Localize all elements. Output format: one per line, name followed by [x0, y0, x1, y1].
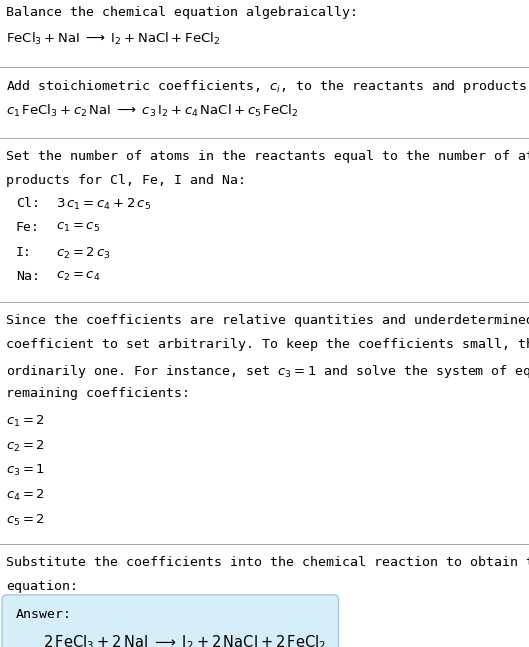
Text: $c_4 = 2$: $c_4 = 2$ [6, 488, 45, 503]
Text: $3\,c_1 = c_4 + 2\,c_5$: $3\,c_1 = c_4 + 2\,c_5$ [56, 197, 151, 212]
Text: I:: I: [16, 246, 32, 259]
Text: ordinarily one. For instance, set $c_3 = 1$ and solve the system of equations fo: ordinarily one. For instance, set $c_3 =… [6, 363, 529, 380]
Text: Cl:: Cl: [16, 197, 40, 210]
Text: Answer:: Answer: [16, 608, 72, 620]
Text: Substitute the coefficients into the chemical reaction to obtain the balanced: Substitute the coefficients into the che… [6, 556, 529, 569]
Text: $2\,\mathrm{FeCl_3} + 2\,\mathrm{NaI} \;\longrightarrow\; \mathrm{I_2} + 2\,\mat: $2\,\mathrm{FeCl_3} + 2\,\mathrm{NaI} \;… [43, 633, 326, 647]
Text: Set the number of atoms in the reactants equal to the number of atoms in the: Set the number of atoms in the reactants… [6, 150, 529, 163]
Text: Add stoichiometric coefficients, $c_i$, to the reactants and products:: Add stoichiometric coefficients, $c_i$, … [6, 78, 529, 95]
Text: Since the coefficients are relative quantities and underdetermined, choose a: Since the coefficients are relative quan… [6, 314, 529, 327]
Text: Balance the chemical equation algebraically:: Balance the chemical equation algebraica… [6, 6, 358, 19]
Text: $c_5 = 2$: $c_5 = 2$ [6, 512, 45, 528]
Text: $c_1 = 2$: $c_1 = 2$ [6, 414, 45, 430]
Text: $c_2 = 2$: $c_2 = 2$ [6, 439, 45, 454]
Text: $c_1\,\mathrm{FeCl_3} + c_2\,\mathrm{NaI} \;\longrightarrow\; c_3\,\mathrm{I_2} : $c_1\,\mathrm{FeCl_3} + c_2\,\mathrm{NaI… [6, 103, 299, 119]
Text: $\mathrm{FeCl_3 + NaI \;\longrightarrow\; I_2 + NaCl + FeCl_2}$: $\mathrm{FeCl_3 + NaI \;\longrightarrow\… [6, 31, 221, 47]
Text: Na:: Na: [16, 270, 40, 283]
Text: products for Cl, Fe, I and Na:: products for Cl, Fe, I and Na: [6, 175, 247, 188]
Text: $c_2 = c_4$: $c_2 = c_4$ [56, 270, 100, 283]
Text: Fe:: Fe: [16, 221, 40, 234]
Text: remaining coefficients:: remaining coefficients: [6, 388, 190, 400]
Text: $c_2 = 2\,c_3$: $c_2 = 2\,c_3$ [56, 246, 111, 261]
Text: $c_3 = 1$: $c_3 = 1$ [6, 463, 45, 479]
Text: equation:: equation: [6, 580, 78, 593]
Text: coefficient to set arbitrarily. To keep the coefficients small, the arbitrary va: coefficient to set arbitrarily. To keep … [6, 338, 529, 351]
Text: $c_1 = c_5$: $c_1 = c_5$ [56, 221, 99, 234]
FancyBboxPatch shape [2, 595, 339, 647]
